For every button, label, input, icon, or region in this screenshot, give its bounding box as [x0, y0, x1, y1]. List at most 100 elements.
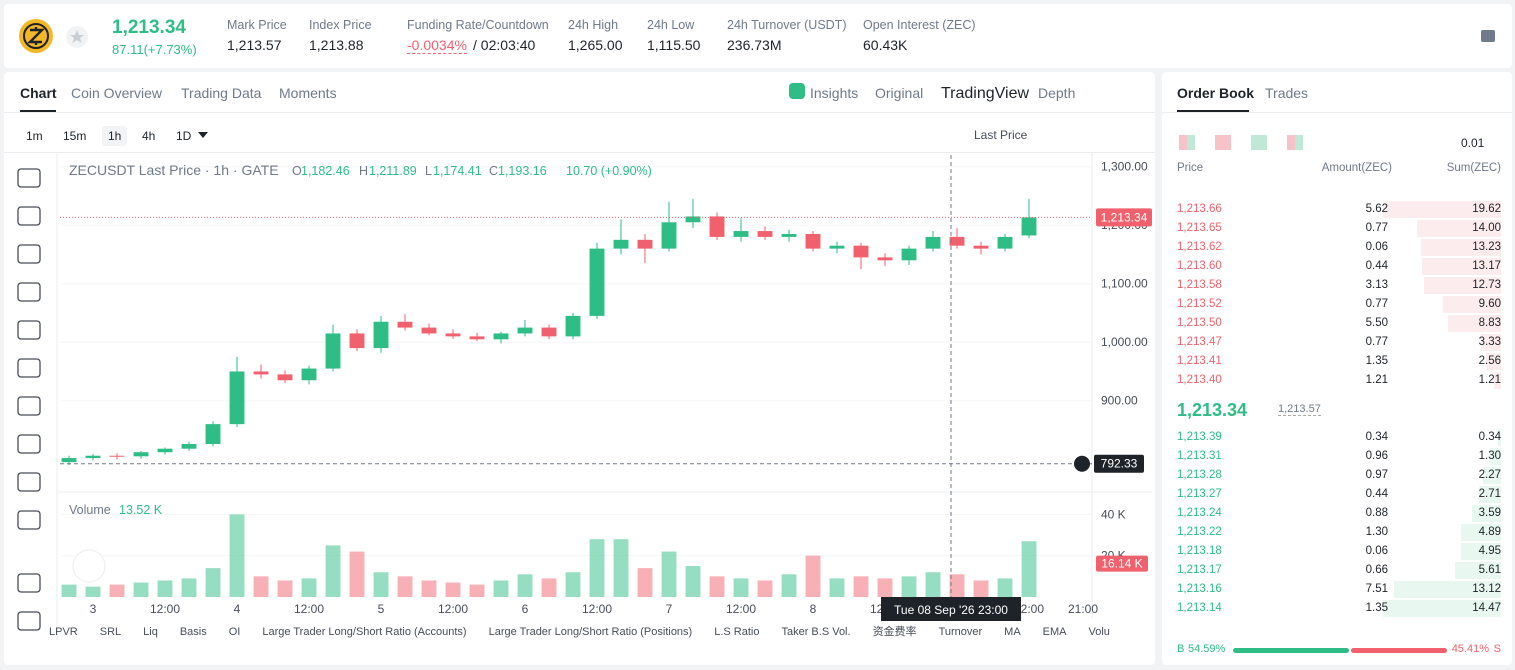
- ob-sum: 0.34: [1478, 431, 1501, 443]
- indicator-tab[interactable]: Liq: [143, 626, 158, 638]
- volume-bar: [565, 572, 581, 597]
- ob-price[interactable]: 1,213.14: [1177, 602, 1222, 614]
- ob-step[interactable]: 0.01: [1461, 136, 1485, 150]
- drawing-tool: [17, 282, 41, 302]
- depth-bar: [1447, 315, 1501, 332]
- indicator-tab[interactable]: Large Trader Long/Short Ratio (Accounts): [262, 626, 466, 638]
- ob-price[interactable]: 1,213.18: [1177, 545, 1222, 557]
- volume-bar: [277, 580, 293, 597]
- indicator-tab[interactable]: SRL: [100, 626, 121, 638]
- candle-body: [61, 458, 77, 463]
- ob-price[interactable]: 1,213.39: [1177, 431, 1222, 443]
- ob-amount: 0.88: [1365, 507, 1388, 519]
- indicator-tab[interactable]: Basis: [180, 626, 207, 638]
- depth-bar: [1482, 467, 1501, 484]
- header: 1,213.34 87.11(+7.73%) Mark Price 1,213.5…: [4, 4, 1512, 68]
- ob-price[interactable]: 1,213.31: [1177, 450, 1222, 462]
- ohlc-legend: 1,211.89: [369, 164, 417, 178]
- view-tab[interactable]: Depth: [1038, 85, 1076, 101]
- stat-label: Index Price: [309, 18, 372, 32]
- x-tick-label: 5: [378, 602, 385, 616]
- volume-bar: [301, 578, 317, 597]
- candle-body: [613, 239, 629, 249]
- volume-bar: [157, 580, 173, 597]
- depth-bar: [1478, 486, 1501, 503]
- ob-price[interactable]: 1,213.40: [1177, 374, 1222, 386]
- x-tick-label: 12:00: [726, 602, 756, 616]
- book-icon[interactable]: [1478, 26, 1498, 46]
- ob-view-toggle[interactable]: [1179, 135, 1195, 150]
- ob-price[interactable]: 1,213.50: [1177, 317, 1222, 329]
- ob-price[interactable]: 1,213.17: [1177, 564, 1222, 576]
- view-tab[interactable]: Insights: [810, 85, 859, 101]
- candle-body: [637, 239, 653, 249]
- ob-price[interactable]: 1,213.41: [1177, 355, 1222, 367]
- indicator-tab[interactable]: Taker B.S Vol.: [781, 626, 850, 638]
- volume-legend: Volume: [69, 503, 111, 517]
- depth-bar: [1461, 524, 1501, 541]
- interval[interactable]: 15m: [63, 129, 87, 143]
- candle-body: [301, 368, 317, 381]
- volume-bar: [949, 574, 965, 597]
- ob-price[interactable]: 1,213.62: [1177, 241, 1222, 253]
- volume-bar: [229, 514, 245, 597]
- price-type[interactable]: Last Price: [974, 128, 1028, 142]
- interval[interactable]: 1m: [26, 129, 43, 143]
- indicator-tab[interactable]: L.S Ratio: [714, 626, 759, 638]
- volume-bar: [421, 580, 437, 597]
- tab[interactable]: Coin Overview: [71, 85, 163, 101]
- ob-amount: 0.44: [1365, 260, 1388, 272]
- x-tick-label: 6: [522, 602, 529, 616]
- ob-amount: 1.35: [1365, 602, 1388, 614]
- ob-amount: 0.77: [1365, 298, 1388, 310]
- view-tab[interactable]: TradingView: [941, 85, 1030, 102]
- volume-bar: [373, 572, 389, 597]
- depth-bar: [1471, 505, 1501, 522]
- candle-body: [733, 231, 749, 237]
- indicator-tab[interactable]: Volu: [1089, 626, 1110, 638]
- ob-sum: 4.89: [1478, 526, 1501, 538]
- x-tick-label: 12:00: [582, 602, 612, 616]
- ob-tab[interactable]: Trades: [1265, 85, 1309, 101]
- ob-price[interactable]: 1,213.47: [1177, 336, 1222, 348]
- ob-price[interactable]: 1,213.22: [1177, 526, 1222, 538]
- y-tick-label: 900.00: [1101, 394, 1138, 408]
- candle-body: [757, 231, 773, 237]
- ob-price[interactable]: 1,213.52: [1177, 298, 1222, 310]
- depth-bar: [1424, 277, 1501, 294]
- volume-bar: [469, 584, 485, 597]
- ob-view-toggle[interactable]: [1287, 135, 1303, 150]
- indicator-tab[interactable]: LPVR: [49, 626, 78, 638]
- indicator-tab[interactable]: Large Trader Long/Short Ratio (Positions…: [489, 626, 693, 638]
- favorite-star[interactable]: [66, 26, 88, 48]
- indicator-tab[interactable]: Turnover: [939, 626, 983, 638]
- ob-price[interactable]: 1,213.60: [1177, 260, 1222, 272]
- volume-bar: [589, 539, 605, 597]
- ob-price[interactable]: 1,213.66: [1177, 203, 1222, 215]
- ob-price[interactable]: 1,213.58: [1177, 279, 1222, 291]
- interval[interactable]: 1h: [102, 126, 128, 146]
- crosshair-price: 792.33: [1101, 457, 1138, 471]
- indicator-tab[interactable]: OI: [229, 626, 241, 638]
- tab[interactable]: Moments: [279, 85, 337, 101]
- view-tab[interactable]: Original: [875, 85, 924, 101]
- ob-view-toggle[interactable]: [1215, 135, 1231, 150]
- ob-view-toggle[interactable]: [1251, 135, 1267, 150]
- indicator-tab[interactable]: EMA: [1043, 626, 1068, 638]
- tab[interactable]: Trading Data: [181, 85, 262, 101]
- ob-price[interactable]: 1,213.27: [1177, 488, 1222, 500]
- ob-price[interactable]: 1,213.28: [1177, 469, 1222, 481]
- interval[interactable]: 1D: [176, 129, 192, 143]
- ai-icon: [789, 83, 805, 99]
- interval[interactable]: 4h: [142, 129, 156, 143]
- ob-tab[interactable]: Order Book: [1177, 85, 1255, 101]
- ob-price[interactable]: 1,213.65: [1177, 222, 1222, 234]
- ob-price[interactable]: 1,213.24: [1177, 507, 1222, 519]
- indicator-tab[interactable]: MA: [1004, 626, 1021, 638]
- tab[interactable]: Chart: [20, 85, 57, 101]
- ob-price[interactable]: 1,213.16: [1177, 583, 1222, 595]
- ob-amount: 3.13: [1365, 279, 1388, 291]
- indicator-tab[interactable]: 资金费率: [873, 624, 917, 638]
- stat-value: 1,213.57: [227, 37, 282, 53]
- ob-amount: 0.97: [1365, 469, 1388, 481]
